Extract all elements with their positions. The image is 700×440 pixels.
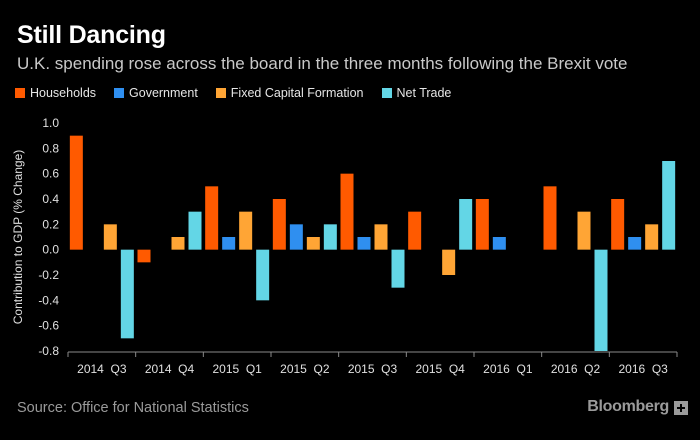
- bar-net-trade: [256, 249, 270, 301]
- legend-swatch-net-trade: [381, 88, 392, 98]
- x-tick-label: 2016 Q2: [551, 362, 601, 376]
- y-axis-ticks: 1.0 0.8 0.6 0.4 0.2 0.0 -0.2 -0.4 -0.6 -0.8: [38, 116, 59, 358]
- bar-fixed-capital-formation: [239, 211, 253, 250]
- bar-government: [357, 237, 371, 250]
- legend: Households Government Fixed Capital Form…: [15, 86, 469, 100]
- bar-net-trade: [188, 211, 202, 250]
- bar-households: [137, 249, 151, 263]
- y-tick-label: 0.2: [42, 217, 59, 231]
- legend-swatch-fixed-capital: [215, 88, 226, 98]
- legend-item-households: Households: [15, 86, 96, 100]
- bloomberg-plus-icon: [674, 401, 688, 415]
- bar-fixed-capital-formation: [442, 249, 456, 275]
- bar-government: [289, 224, 303, 250]
- bar-net-trade: [459, 199, 473, 250]
- legend-item-fixed-capital: Fixed Capital Formation: [215, 86, 364, 100]
- legend-label-government: Government: [129, 86, 198, 100]
- bar-net-trade: [120, 249, 134, 339]
- bar-fixed-capital-formation: [103, 224, 117, 250]
- bar-government: [628, 237, 642, 250]
- chart-subtitle: U.K. spending rose across the board in t…: [17, 54, 628, 73]
- x-tick-label: 2015 Q4: [415, 362, 465, 376]
- chart-title: Still Dancing: [17, 21, 166, 49]
- x-tick-label: 2014 Q4: [145, 362, 195, 376]
- y-tick-label: 0.8: [42, 141, 59, 155]
- bar-households: [205, 186, 219, 250]
- brand-logo: Bloomberg: [587, 398, 669, 415]
- bars: [69, 135, 676, 351]
- legend-label-fixed-capital: Fixed Capital Formation: [230, 86, 364, 100]
- x-tick-label: 2014 Q3: [77, 362, 127, 376]
- legend-label-net-trade: Net Trade: [396, 86, 452, 100]
- legend-swatch-households: [15, 88, 25, 98]
- bar-households: [408, 211, 422, 250]
- bar-net-trade: [594, 249, 608, 351]
- y-tick-label: -0.6: [38, 319, 59, 333]
- y-tick-label: -0.4: [38, 293, 59, 307]
- bar-households: [611, 199, 625, 250]
- y-tick-label: 0.0: [42, 243, 59, 257]
- legend-item-net-trade: Net Trade: [381, 86, 452, 100]
- bar-net-trade: [323, 224, 337, 250]
- x-tick-label: 2015 Q3: [348, 362, 398, 376]
- legend-swatch-government: [114, 88, 125, 98]
- bar-fixed-capital-formation: [374, 224, 388, 250]
- bar-households: [272, 199, 286, 250]
- x-tick-label: 2015 Q2: [280, 362, 330, 376]
- bar-households: [475, 199, 489, 250]
- x-tick-label: 2016 Q3: [618, 362, 668, 376]
- x-tick-label: 2016 Q1: [483, 362, 533, 376]
- bar-fixed-capital-formation: [645, 224, 659, 250]
- bar-households: [543, 186, 557, 250]
- bar-fixed-capital-formation: [577, 211, 591, 250]
- legend-label-households: Households: [30, 86, 97, 100]
- bar-fixed-capital-formation: [171, 237, 185, 250]
- bar-government: [492, 237, 506, 250]
- y-tick-label: 0.4: [42, 192, 59, 206]
- legend-item-government: Government: [114, 86, 198, 100]
- y-tick-label: 0.6: [42, 167, 59, 181]
- bar-net-trade: [391, 249, 405, 288]
- bar-government: [222, 237, 236, 250]
- y-tick-label: 1.0: [42, 116, 59, 130]
- x-axis-ticks: 2014 Q3 2014 Q4 2015 Q1 2015 Q2 2015 Q3 2015 …: [67, 352, 678, 376]
- y-tick-label: -0.2: [38, 268, 59, 282]
- bar-fixed-capital-formation: [306, 237, 320, 250]
- bar-net-trade: [662, 161, 676, 250]
- bar-households: [69, 135, 83, 250]
- y-tick-label: -0.8: [38, 344, 59, 358]
- bar-households: [340, 173, 354, 250]
- x-tick-label: 2015 Q1: [212, 362, 262, 376]
- source-note: Source: Office for National Statistics: [17, 400, 249, 416]
- y-axis-title: Contribution to GDP (% Change): [11, 150, 25, 325]
